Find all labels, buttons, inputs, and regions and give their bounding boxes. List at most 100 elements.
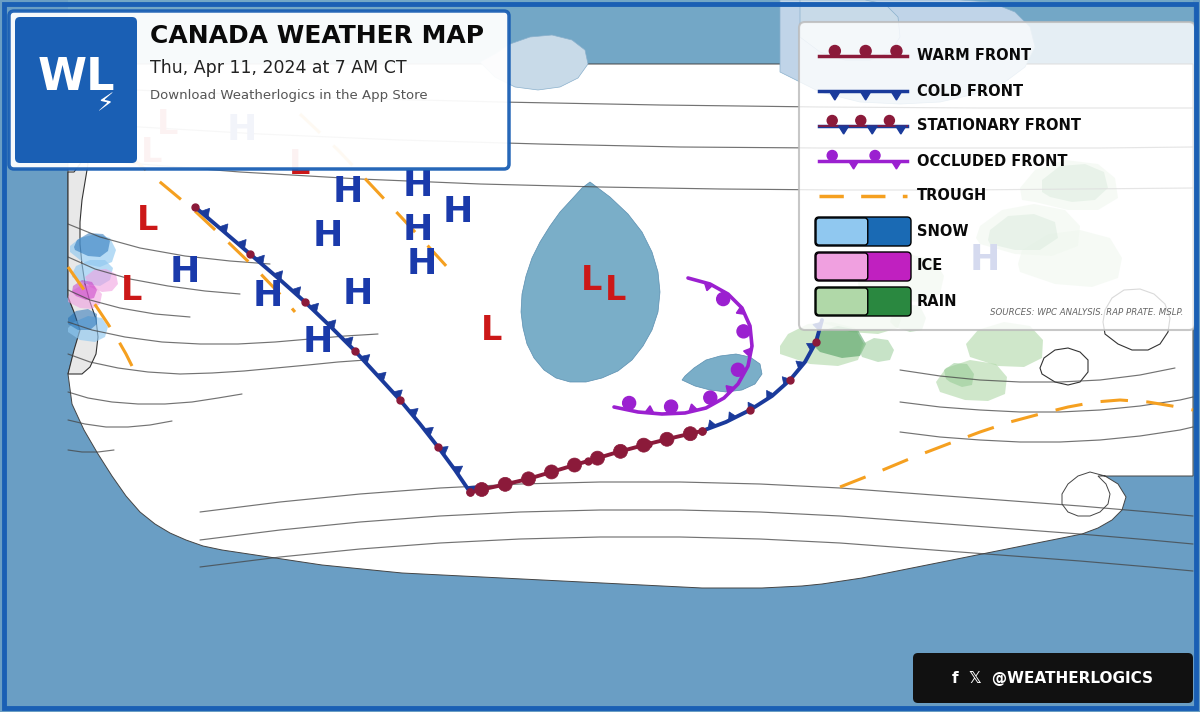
Text: L: L <box>121 273 143 306</box>
Circle shape <box>860 46 871 56</box>
Text: Download Weatherlogics in the App Store: Download Weatherlogics in the App Store <box>150 90 427 103</box>
Polygon shape <box>424 427 433 436</box>
Polygon shape <box>782 377 791 385</box>
Polygon shape <box>890 304 926 332</box>
Polygon shape <box>744 348 751 357</box>
Text: L: L <box>289 147 311 181</box>
Polygon shape <box>1042 164 1108 202</box>
Polygon shape <box>829 91 840 100</box>
Polygon shape <box>812 322 822 331</box>
Polygon shape <box>70 234 116 267</box>
Text: H: H <box>227 113 257 147</box>
Polygon shape <box>72 280 97 300</box>
Polygon shape <box>218 224 228 234</box>
Polygon shape <box>360 355 370 364</box>
Circle shape <box>827 115 838 125</box>
Text: L: L <box>142 135 163 169</box>
Polygon shape <box>72 260 113 286</box>
Text: f  𝕏  @WEATHERLOGICS: f 𝕏 @WEATHERLOGICS <box>953 671 1153 686</box>
Polygon shape <box>292 287 301 296</box>
Polygon shape <box>944 363 974 387</box>
Circle shape <box>475 483 488 496</box>
Text: H: H <box>407 247 437 281</box>
Polygon shape <box>1020 160 1118 210</box>
Polygon shape <box>236 239 246 249</box>
Polygon shape <box>896 126 906 134</box>
Polygon shape <box>1103 289 1170 350</box>
Polygon shape <box>343 337 353 347</box>
Polygon shape <box>728 412 737 421</box>
Polygon shape <box>274 271 283 281</box>
Text: L: L <box>581 263 602 296</box>
Text: L: L <box>137 204 158 236</box>
Text: ⚡: ⚡ <box>97 92 115 116</box>
Text: L: L <box>605 273 626 306</box>
Circle shape <box>637 438 650 452</box>
Circle shape <box>522 472 535 486</box>
FancyBboxPatch shape <box>816 218 868 245</box>
Text: H: H <box>403 169 433 203</box>
Polygon shape <box>1040 348 1088 385</box>
Polygon shape <box>988 214 1058 250</box>
Text: H: H <box>332 175 364 209</box>
Text: ICE: ICE <box>917 258 943 273</box>
Circle shape <box>829 46 840 56</box>
Circle shape <box>665 400 678 413</box>
Circle shape <box>884 115 894 125</box>
Text: SOURCES: WPC ANALYSIS. RAP PRATE. MSLP.: SOURCES: WPC ANALYSIS. RAP PRATE. MSLP. <box>990 308 1183 317</box>
Text: STATIONARY FRONT: STATIONARY FRONT <box>917 118 1081 134</box>
Polygon shape <box>737 306 745 314</box>
Text: L: L <box>157 108 179 140</box>
Polygon shape <box>800 0 900 60</box>
Polygon shape <box>377 372 386 382</box>
Polygon shape <box>767 390 774 399</box>
FancyBboxPatch shape <box>815 252 911 281</box>
Polygon shape <box>726 386 734 394</box>
Polygon shape <box>860 91 871 100</box>
Text: SNOW: SNOW <box>917 224 968 239</box>
Circle shape <box>890 46 902 56</box>
Text: H: H <box>343 277 373 311</box>
Circle shape <box>856 115 866 125</box>
Polygon shape <box>68 64 1193 588</box>
Polygon shape <box>839 126 848 134</box>
Text: CANADA WEATHER MAP: CANADA WEATHER MAP <box>150 24 484 48</box>
Circle shape <box>683 426 697 441</box>
Text: H: H <box>253 279 283 313</box>
Text: WL: WL <box>37 56 115 100</box>
Text: H: H <box>443 195 473 229</box>
Circle shape <box>613 444 628 459</box>
Circle shape <box>568 458 582 472</box>
Polygon shape <box>806 343 815 351</box>
Polygon shape <box>796 361 805 370</box>
Polygon shape <box>256 255 264 265</box>
Circle shape <box>732 363 744 376</box>
Polygon shape <box>438 446 449 456</box>
Text: COLD FRONT: COLD FRONT <box>917 83 1024 98</box>
Polygon shape <box>936 360 1007 401</box>
Circle shape <box>590 451 605 465</box>
Polygon shape <box>860 338 894 362</box>
Polygon shape <box>200 209 210 218</box>
FancyBboxPatch shape <box>799 22 1195 330</box>
Text: L: L <box>481 313 503 347</box>
Circle shape <box>737 325 750 338</box>
Text: H: H <box>403 213 433 247</box>
FancyBboxPatch shape <box>815 217 911 246</box>
Polygon shape <box>68 285 102 309</box>
Circle shape <box>623 397 636 409</box>
Text: H: H <box>302 325 334 359</box>
Text: H: H <box>170 255 200 289</box>
Polygon shape <box>780 322 864 366</box>
Circle shape <box>498 477 512 491</box>
Polygon shape <box>682 354 762 392</box>
Polygon shape <box>704 283 713 290</box>
Polygon shape <box>68 316 108 342</box>
Polygon shape <box>310 303 318 313</box>
Polygon shape <box>480 35 588 90</box>
Polygon shape <box>74 233 110 257</box>
FancyBboxPatch shape <box>815 287 911 316</box>
Polygon shape <box>85 269 118 292</box>
Text: H: H <box>313 219 343 253</box>
Polygon shape <box>408 409 418 418</box>
